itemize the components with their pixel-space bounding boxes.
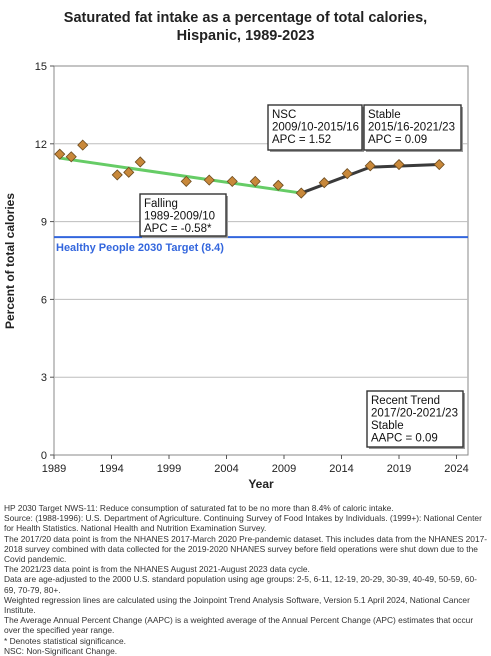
data-point bbox=[341, 168, 353, 180]
annotation-text: NSC bbox=[272, 109, 296, 121]
x-tick-label: 2024 bbox=[444, 463, 468, 475]
data-point bbox=[65, 151, 77, 163]
data-point bbox=[226, 175, 238, 187]
x-tick-label: 1994 bbox=[99, 463, 123, 475]
x-tick-label: 2004 bbox=[214, 463, 238, 475]
footnote-line: The Average Annual Percent Change (AAPC)… bbox=[4, 615, 474, 636]
trend-lines bbox=[58, 156, 441, 195]
annotation-text: Falling bbox=[144, 198, 178, 210]
annotation-text: Stable bbox=[368, 109, 401, 121]
y-tick-label: 6 bbox=[41, 294, 47, 306]
y-tick-label: 15 bbox=[35, 61, 47, 73]
x-axis-ticks: 1989 1994 1999 2004 2009 2014 2019 2024 bbox=[42, 455, 469, 475]
footnote-line: Data are age-adjusted to the 2000 U.S. s… bbox=[4, 574, 477, 595]
annotation-frame bbox=[363, 104, 462, 151]
y-axis-label: Percent of total calories bbox=[3, 193, 17, 329]
data-points bbox=[54, 139, 445, 199]
target-line-group: Healthy People 2030 Target (8.4) bbox=[54, 236, 468, 254]
annotation-text: APC = -0.58* bbox=[144, 223, 212, 235]
trend-line-segment bbox=[58, 156, 303, 195]
data-point bbox=[295, 187, 307, 199]
annotation-text: 2015/16-2021/23 bbox=[368, 122, 455, 134]
target-label: Healthy People 2030 Target (8.4) bbox=[56, 242, 224, 254]
annotation-text: Stable bbox=[371, 420, 404, 432]
data-point bbox=[203, 174, 215, 186]
data-point bbox=[393, 158, 405, 171]
y-tick-label: 3 bbox=[41, 372, 47, 384]
data-point bbox=[134, 156, 146, 168]
data-point bbox=[77, 139, 89, 151]
data-point bbox=[123, 166, 135, 178]
annotation-frame bbox=[267, 104, 363, 151]
trend-line-segment bbox=[299, 165, 372, 195]
chart-title-line-2: Hispanic, 1989-2023 bbox=[176, 28, 315, 44]
data-point bbox=[54, 148, 66, 160]
x-axis-label: Year bbox=[248, 477, 274, 491]
data-point bbox=[249, 175, 261, 187]
data-point bbox=[318, 177, 330, 189]
annotation-frame bbox=[139, 193, 227, 237]
data-point bbox=[272, 179, 284, 191]
y-tick-label: 0 bbox=[41, 450, 47, 462]
data-point bbox=[364, 160, 376, 172]
annotation-frame bbox=[366, 390, 464, 448]
annotation-text: APC = 1.52 bbox=[272, 134, 331, 146]
x-tick-label: 2014 bbox=[329, 463, 353, 475]
y-tick-label: 12 bbox=[35, 139, 47, 151]
y-tick-label: 9 bbox=[41, 217, 47, 229]
line-chart: Healthy People 2030 Target (8.4) 1989 199… bbox=[3, 61, 469, 491]
y-axis-ticks: 0 3 6 9 12 15 bbox=[35, 61, 54, 462]
annotation-text: Recent Trend bbox=[371, 395, 440, 407]
chart-title-line-1: Saturated fat intake as a percentage of … bbox=[63, 10, 428, 26]
x-tick-label: 1999 bbox=[157, 463, 181, 475]
footnote-line: HP 2030 Target NWS-11: Reduce consumptio… bbox=[4, 503, 394, 513]
x-tick-label: 1989 bbox=[42, 463, 66, 475]
data-point bbox=[180, 175, 192, 187]
footnote-line: * Denotes statistical significance. bbox=[4, 635, 126, 646]
data-point bbox=[433, 158, 445, 171]
annotation-text: 2009/10-2015/16 bbox=[272, 122, 359, 134]
footnote-line: The 2021/23 data point is from the NHANE… bbox=[4, 564, 310, 575]
trend-line-segment bbox=[368, 163, 441, 169]
data-point bbox=[111, 169, 123, 181]
x-tick-label: 2009 bbox=[272, 463, 296, 475]
footnote-line: Source: (1988-1996): U.S. Department of … bbox=[4, 513, 482, 534]
annotation-text: APC = 0.09 bbox=[368, 134, 427, 146]
footnote-line: The 2017/20 data point is from the NHANE… bbox=[4, 533, 488, 565]
annotation-text: AAPC = 0.09 bbox=[371, 433, 438, 445]
footnotes: HP 2030 Target NWS-11: Reduce consumptio… bbox=[4, 503, 488, 656]
chart-title: Saturated fat intake as a percentage of … bbox=[0, 9, 491, 45]
x-tick-label: 2019 bbox=[387, 463, 411, 475]
annotation-text: 1989-2009/10 bbox=[144, 211, 215, 223]
annotation-text: 2017/20-2021/23 bbox=[371, 408, 458, 420]
footnote-line: Weighted regression lines are calculated… bbox=[4, 594, 470, 616]
footnote-line: NSC: Non-Significant Change. bbox=[4, 645, 118, 656]
